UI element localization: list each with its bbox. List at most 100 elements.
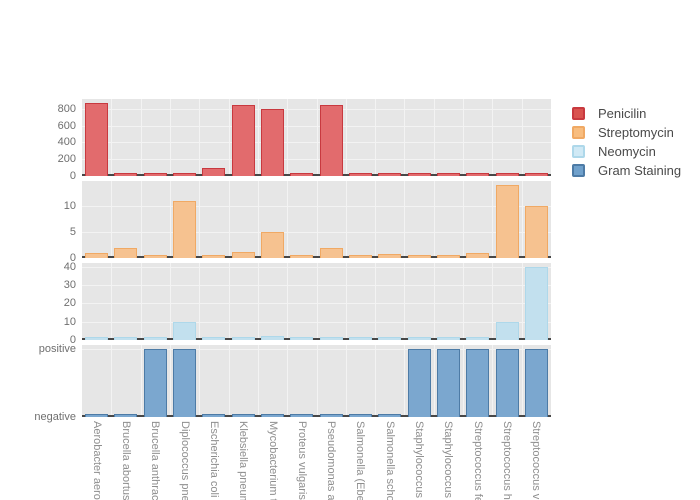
gridline [492, 345, 494, 417]
streptomycin-bar[interactable] [466, 252, 490, 258]
penicilin-bar[interactable] [407, 173, 431, 176]
gridline [433, 99, 435, 176]
gram-staining-bar[interactable] [173, 348, 197, 417]
penicilin-bar[interactable] [261, 108, 285, 176]
penicilin-bar[interactable] [85, 102, 109, 176]
neomycin-bar[interactable] [85, 337, 109, 340]
penicilin-bar[interactable] [466, 173, 490, 176]
gram-staining-bar[interactable] [436, 348, 460, 417]
streptomycin-bar[interactable] [202, 255, 226, 258]
neomycin-bar[interactable] [378, 337, 402, 340]
gram-staining-swatch-icon [572, 164, 585, 177]
neomycin-bar[interactable] [407, 337, 431, 340]
neomycin-bar[interactable] [114, 337, 138, 340]
penicilin-bar[interactable] [114, 173, 138, 176]
penicilin-bar[interactable] [495, 173, 519, 176]
neomycin-bar[interactable] [348, 337, 372, 340]
gram-staining-bar[interactable] [466, 348, 490, 417]
streptomycin-bar[interactable] [524, 205, 548, 258]
subplot-gram-staining[interactable]: positive negative [34, 343, 551, 423]
streptomycin-bar[interactable] [173, 200, 197, 258]
neomycin-bar[interactable] [319, 337, 343, 340]
gridline [375, 99, 377, 176]
penicilin-bar[interactable] [378, 173, 402, 176]
penicilin-bar[interactable] [202, 167, 226, 176]
neomycin-bar[interactable] [202, 337, 226, 340]
gridline [82, 108, 551, 110]
gram-staining-bar[interactable] [114, 414, 138, 417]
streptomycin-bar[interactable] [85, 252, 109, 258]
penicilin-bar[interactable] [290, 173, 314, 176]
penicilin-bar[interactable] [173, 173, 197, 176]
x-tick-label: Mycobacterium tuberculosis [266, 421, 279, 500]
penicilin-bar[interactable] [319, 104, 343, 176]
streptomycin-bar[interactable] [407, 255, 431, 258]
legend-item-gram-staining[interactable]: Gram Staining [572, 163, 681, 178]
neomycin-bar[interactable] [436, 337, 460, 340]
streptomycin-bar[interactable] [290, 255, 314, 258]
neomycin-bar[interactable] [261, 336, 285, 340]
neomycin-bar[interactable] [524, 266, 548, 340]
gridline [521, 181, 523, 258]
gridline [521, 99, 523, 176]
gridline [228, 181, 230, 258]
legend-item-streptomycin[interactable]: Streptomycin [572, 125, 681, 140]
gram-staining-bar[interactable] [378, 414, 402, 417]
x-tick-label: Aerobacter aerogenes [90, 421, 103, 500]
y-tick-label: negative [34, 411, 76, 423]
gram-staining-bar[interactable] [143, 348, 167, 417]
streptomycin-bar[interactable] [378, 253, 402, 258]
legend: Penicilin Streptomycin Neomycin Gram Sta… [572, 106, 681, 183]
streptomycin-bar[interactable] [261, 231, 285, 258]
penicilin-bar[interactable] [231, 104, 255, 176]
penicilin-bar[interactable] [348, 173, 372, 176]
gridline [463, 99, 465, 176]
penicilin-bar[interactable] [143, 173, 167, 176]
streptomycin-bar[interactable] [143, 255, 167, 258]
gram-staining-bar[interactable] [495, 348, 519, 417]
gram-staining-bar[interactable] [85, 414, 109, 417]
gram-staining-bar[interactable] [319, 414, 343, 417]
gram-staining-bar[interactable] [290, 414, 314, 417]
streptomycin-bar[interactable] [231, 251, 255, 258]
neomycin-bar[interactable] [466, 337, 490, 340]
gridline [492, 263, 494, 340]
y-tick-label: 800 [57, 102, 76, 115]
streptomycin-bar[interactable] [319, 247, 343, 258]
neomycin-bar[interactable] [173, 321, 197, 340]
gram-staining-bar[interactable] [348, 414, 372, 417]
y-tick-label: 20 [63, 297, 76, 310]
legend-label: Penicilin [598, 106, 647, 121]
neomycin-bar[interactable] [231, 337, 255, 340]
gridline [169, 345, 171, 417]
streptomycin-bar[interactable] [436, 255, 460, 258]
gridline [140, 345, 142, 417]
legend-item-penicilin[interactable]: Penicilin [572, 106, 681, 121]
gridline [82, 231, 551, 233]
gridline [345, 181, 347, 258]
neomycin-bar[interactable] [290, 337, 314, 340]
gridline [111, 99, 113, 176]
subplot-neomycin[interactable]: 40 30 20 10 0 [64, 261, 551, 346]
penicilin-bar[interactable] [436, 173, 460, 176]
gram-staining-bar[interactable] [261, 414, 285, 417]
neomycin-bar[interactable] [495, 321, 519, 340]
legend-item-neomycin[interactable]: Neomycin [572, 144, 681, 159]
gram-staining-bar[interactable] [231, 414, 255, 417]
streptomycin-bar[interactable] [348, 255, 372, 258]
gridline [375, 263, 377, 340]
y-tick-label: 40 [63, 260, 76, 273]
gram-staining-bar[interactable] [524, 348, 548, 417]
zero-line [82, 338, 551, 340]
gridline [82, 125, 551, 127]
y-tick-label: 400 [57, 136, 76, 149]
gridline [316, 263, 318, 340]
subplot-streptomycin[interactable]: 10 5 0 [64, 181, 551, 264]
streptomycin-bar[interactable] [114, 247, 138, 258]
gram-staining-bar[interactable] [407, 348, 431, 417]
penicilin-bar[interactable] [524, 173, 548, 176]
gram-staining-bar[interactable] [202, 414, 226, 417]
streptomycin-bar[interactable] [495, 184, 519, 258]
neomycin-bar[interactable] [143, 337, 167, 340]
subplot-penicilin[interactable]: 800 600 400 200 0 [58, 99, 551, 182]
